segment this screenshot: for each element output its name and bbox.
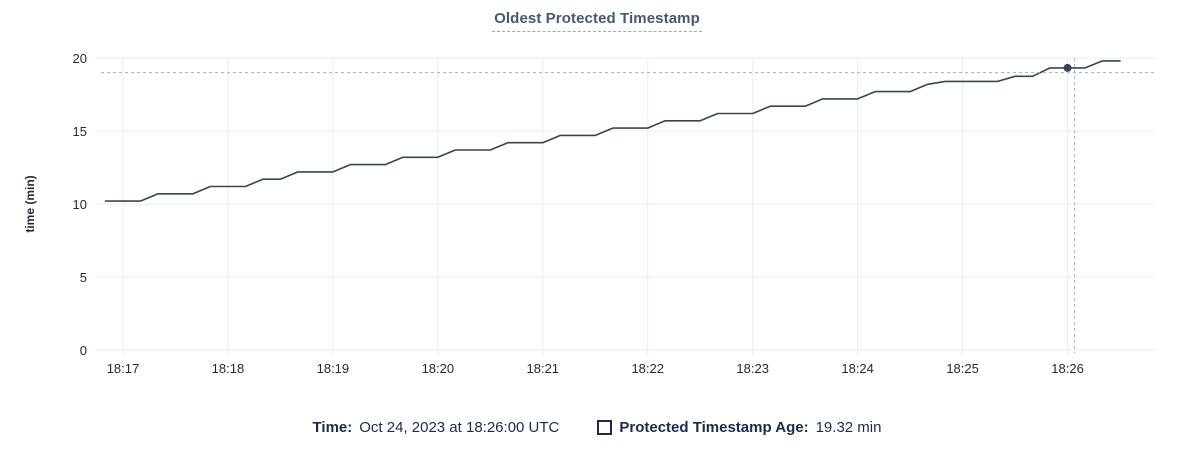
- y-tick-label: 10: [73, 197, 87, 212]
- series-label: Protected Timestamp Age:: [619, 419, 809, 436]
- y-axis-title: time (min): [23, 175, 37, 233]
- legend-swatch-icon[interactable]: [597, 420, 613, 435]
- hover-legend: Time: Oct 24, 2023 at 18:26:00 UTC Prote…: [0, 419, 1194, 436]
- y-tick-label: 15: [73, 124, 87, 139]
- x-tick-label: 18:25: [946, 361, 979, 376]
- series-line-protected-timestamp-age: [104, 60, 1121, 202]
- x-tick-label: 18:26: [1051, 361, 1084, 376]
- x-tick-label: 18:22: [631, 361, 664, 376]
- hover-point-dot: [1063, 63, 1072, 72]
- chart-title[interactable]: Oldest Protected Timestamp: [492, 10, 702, 32]
- y-tick-label: 5: [80, 270, 87, 285]
- time-label: Time:: [312, 419, 353, 436]
- legend-time-item: Time: Oct 24, 2023 at 18:26:00 UTC: [313, 419, 560, 436]
- y-tick-label: 20: [73, 51, 87, 66]
- x-tick-label: 18:21: [527, 361, 560, 376]
- x-tick-label: 18:24: [841, 361, 874, 376]
- x-tick-label: 18:17: [107, 361, 140, 376]
- y-tick-label: 0: [80, 343, 87, 358]
- x-tick-label: 18:23: [736, 361, 769, 376]
- x-tick-label: 18:19: [317, 361, 350, 376]
- x-tick-label: 18:18: [212, 361, 245, 376]
- time-value: Oct 24, 2023 at 18:26:00 UTC: [359, 419, 560, 436]
- chart-plot-area[interactable]: 0 5 10 15 20 18:17 18:18 18:19 18:20 18:21 18:22 18…: [0, 0, 1194, 400]
- series-value: 19.32 min: [815, 419, 882, 436]
- x-tick-label: 18:20: [422, 361, 455, 376]
- legend-series-item[interactable]: Protected Timestamp Age: 19.32 min: [597, 419, 881, 436]
- chart-header: Oldest Protected Timestamp: [0, 10, 1194, 32]
